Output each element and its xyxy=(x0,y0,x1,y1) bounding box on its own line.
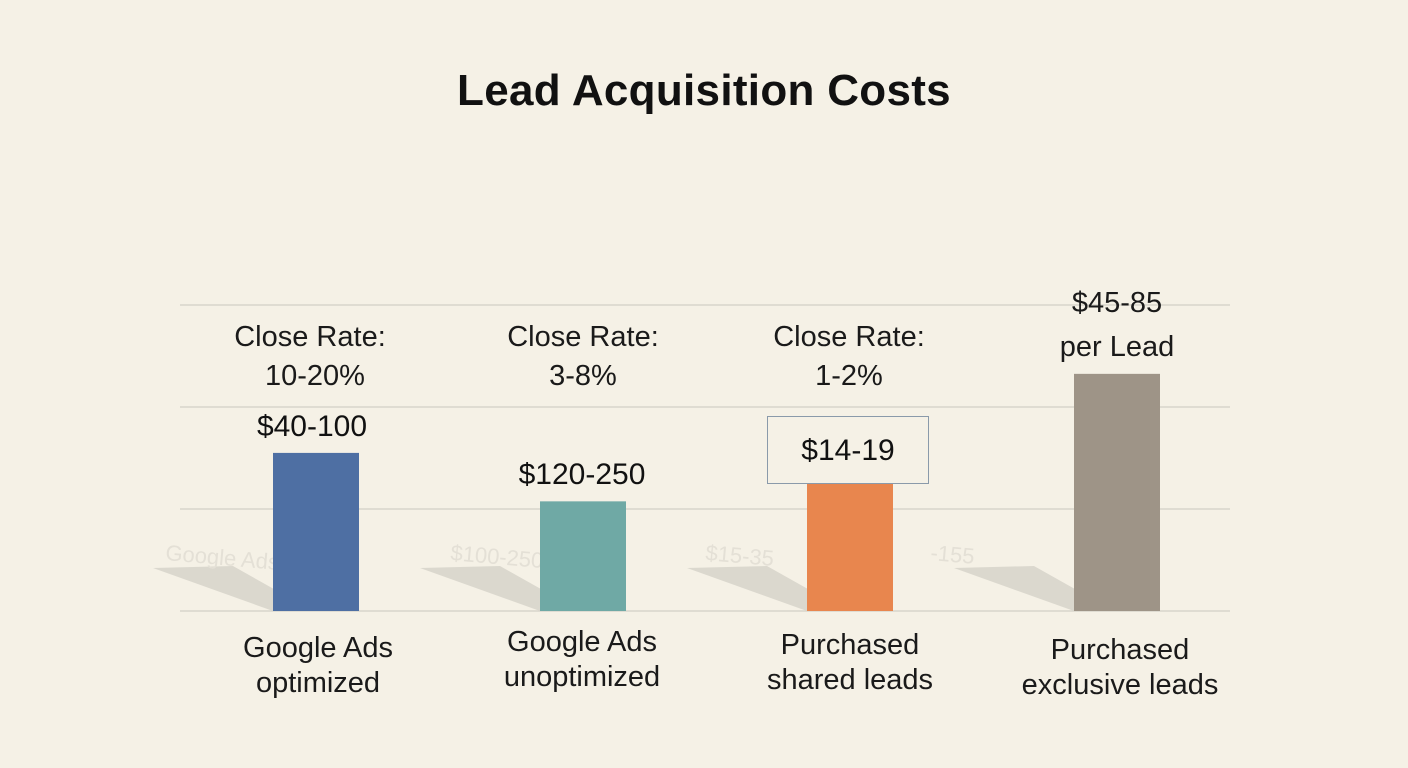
category-line: shared leads xyxy=(766,664,934,696)
category-label-3: Purchased shared leads xyxy=(730,628,970,698)
bar-3 xyxy=(807,483,893,611)
value-label-1: $40-100 xyxy=(256,410,368,443)
category-line: Google Ads xyxy=(243,632,393,664)
per-lead-label: $45-85 per Lead xyxy=(997,281,1237,369)
annotation-line: Close Rate: xyxy=(507,321,659,353)
value-label-3-box: $14-19 xyxy=(767,416,929,484)
ghost-label: $15-35 xyxy=(705,540,775,571)
bar-4 xyxy=(1074,373,1160,611)
annotation-line: 3-8% xyxy=(549,360,617,392)
value-label-2: $120-250 xyxy=(518,458,646,491)
category-label-4: Purchased exclusive leads xyxy=(1000,633,1240,703)
annotation-line: 10-20% xyxy=(265,360,365,392)
annotation-line: Close Rate: xyxy=(234,321,386,353)
category-label-1: Google Ads optimized xyxy=(198,631,438,701)
category-line: optimized xyxy=(255,667,381,699)
bar-1 xyxy=(273,452,359,611)
close-rate-label-2: Close Rate: 3-8% xyxy=(463,318,703,396)
close-rate-label-3: Close Rate: 1-2% xyxy=(729,318,969,396)
category-label-2: Google Ads unoptimized xyxy=(462,625,702,695)
ghost-label: -155 xyxy=(930,540,976,569)
category-line: unoptimized xyxy=(503,661,661,693)
category-line: Purchased xyxy=(780,629,920,661)
bar-2 xyxy=(540,501,626,611)
category-line: Purchased xyxy=(1050,634,1190,666)
annotation-line: $45-85 xyxy=(1071,287,1163,319)
annotation-line: Close Rate: xyxy=(773,321,925,353)
annotation-line: per Lead xyxy=(1059,331,1175,363)
close-rate-label-1: Close Rate: 10-20% xyxy=(190,318,430,396)
annotation-line: 1-2% xyxy=(815,360,883,392)
chart-title: Lead Acquisition Costs xyxy=(457,66,951,115)
category-line: Google Ads xyxy=(507,626,657,658)
category-line: exclusive leads xyxy=(1021,669,1219,701)
